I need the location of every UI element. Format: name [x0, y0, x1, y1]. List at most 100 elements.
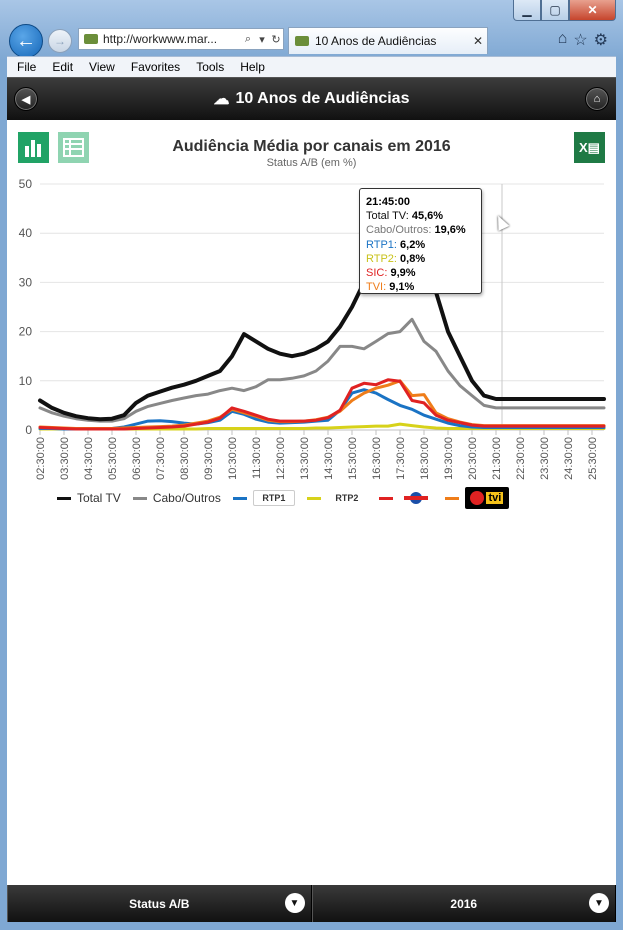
app-header: ◀ ☁ 10 Anos de Audiências ⌂ [7, 77, 616, 120]
x-tick-label: 13:30:00 [299, 437, 311, 480]
x-tick-label: 09:30:00 [203, 437, 215, 480]
export-excel-button[interactable]: X▤ [574, 132, 605, 163]
legend-sic[interactable] [378, 491, 433, 505]
legend-swatch-total [57, 496, 71, 500]
tooltip-sic-label: SIC: [366, 267, 388, 280]
address-url[interactable]: http://workwww.mar... [103, 32, 218, 46]
tooltip-time: 21:45:00 [366, 196, 411, 208]
legend-cabo[interactable]: Cabo/Outros [132, 491, 221, 505]
tooltip-rtp2-value: 0,8% [400, 252, 426, 265]
rtp2-logo: RTP2 [335, 493, 359, 503]
y-tick-label: 50 [19, 177, 33, 191]
x-tick-label: 10:30:00 [227, 437, 239, 480]
y-tick-label: 20 [19, 325, 33, 339]
app-title: 10 Anos de Audiências [235, 90, 410, 107]
legend-swatch-rtp2 [306, 496, 321, 500]
x-tick-label: 19:30:00 [443, 437, 455, 480]
legend-rtp1[interactable]: RTP1 [232, 490, 295, 506]
legend-cabo-label: Cabo/Outros [152, 491, 221, 505]
tooltip-tvi-label: TVI: [366, 281, 387, 294]
x-tick-label: 02:30:00 [35, 437, 47, 480]
bar-chart-icon [25, 140, 41, 157]
dropdown-arrow-icon[interactable]: ▾ [259, 33, 265, 46]
tooltip-total-label: Total TV: [366, 210, 409, 223]
browser-tab[interactable]: 10 Anos de Audiências ✕ [288, 27, 488, 54]
x-tick-label: 12:30:00 [275, 437, 287, 480]
window-controls: ▁ ▢ ✕ [513, 0, 616, 21]
rtp1-logo: RTP1 [252, 490, 295, 506]
chart-legend: Total TV Cabo/Outros RTP1 RTP2 [57, 487, 521, 509]
home-icon[interactable]: ⌂ [557, 30, 568, 47]
chevron-down-icon: ▼ [284, 893, 305, 913]
y-tick-label: 10 [19, 374, 33, 388]
forward-button[interactable]: → [48, 29, 72, 53]
x-tick-label: 16:30:00 [371, 437, 383, 480]
forward-arrow-icon: → [54, 34, 66, 48]
x-tick-label: 23:30:00 [539, 437, 551, 480]
tooltip-sic-value: 9,9% [390, 267, 416, 280]
tree-logo-icon: ☁ [213, 91, 230, 108]
back-arrow-icon: ← [16, 29, 36, 52]
x-tick-label: 21:30:00 [491, 437, 503, 480]
refresh-icon[interactable]: ↻ [271, 33, 281, 46]
site-favicon-icon [84, 34, 98, 44]
chevron-down-icon: ▼ [589, 893, 609, 913]
menu-bar: File Edit View Favorites Tools Help [7, 56, 616, 77]
menu-tools[interactable]: Tools [196, 60, 225, 74]
x-tick-label: 08:30:00 [179, 437, 191, 480]
x-tick-label: 15:30:00 [347, 437, 359, 480]
x-tick-label: 22:30:00 [515, 437, 527, 480]
x-tick-label: 07:30:00 [155, 437, 167, 480]
menu-edit[interactable]: Edit [52, 60, 74, 74]
close-window-button[interactable]: ✕ [569, 0, 616, 21]
x-tick-label: 24:30:00 [563, 437, 575, 480]
address-bar[interactable]: http://workwww.mar... ⌕ ▾ ↻ [78, 28, 284, 50]
favorites-star-icon[interactable]: ☆ [573, 32, 588, 49]
series-line-sic [38, 378, 606, 431]
legend-total-label: Total TV [77, 491, 121, 505]
tooltip-rtp1-label: RTP1: [366, 238, 397, 251]
x-tick-label: 04:30:00 [83, 437, 95, 480]
close-tab-icon[interactable]: ✕ [472, 34, 484, 48]
x-tick-label: 05:30:00 [107, 437, 119, 480]
legend-tvi[interactable]: tvi [444, 487, 509, 509]
app-back-button[interactable]: ◀ [14, 87, 38, 111]
chart-title: Audiência Média por canais em 2016 [172, 138, 451, 155]
search-icon[interactable]: ⌕ [244, 32, 252, 45]
legend-swatch-tvi [444, 496, 459, 500]
y-tick-label: 0 [25, 423, 32, 437]
tooltip-cabo-value: 19,6% [434, 224, 466, 237]
year-select[interactable]: 2016 ▼ [311, 885, 616, 922]
x-tick-label: 17:30:00 [395, 437, 407, 480]
minimize-button[interactable]: ▁ [513, 0, 541, 21]
maximize-button[interactable]: ▢ [541, 0, 569, 21]
x-tick-label: 11:30:00 [251, 437, 263, 479]
settings-gear-icon[interactable]: ⚙ [593, 32, 608, 49]
tooltip-tvi-value: 9,1% [389, 281, 415, 294]
tooltip-rtp1-value: 6,2% [400, 238, 426, 251]
legend-swatch-rtp1 [232, 496, 247, 500]
menu-file[interactable]: File [17, 60, 37, 74]
footer-bar: Status A/B ▼ 2016 ▼ [7, 885, 616, 922]
excel-icon: X▤ [579, 139, 600, 155]
x-tick-label: 20:30:00 [467, 437, 479, 480]
table-view-button[interactable] [58, 132, 89, 163]
menu-favorites[interactable]: Favorites [130, 60, 181, 74]
tooltip-total-value: 45,6% [411, 210, 444, 223]
legend-rtp2[interactable]: RTP2 [306, 491, 367, 505]
sic-logo-icon [399, 491, 433, 505]
chart-subtitle: Status A/B (em %) [266, 157, 357, 169]
status-select[interactable]: Status A/B ▼ [7, 885, 312, 922]
menu-view[interactable]: View [89, 60, 115, 74]
chevron-left-icon: ◀ [21, 93, 31, 106]
legend-swatch-cabo [132, 496, 147, 500]
app-home-button[interactable]: ⌂ [585, 87, 609, 111]
line-chart[interactable]: 0 10 20 30 40 50 02:30:00 03:30:00 04:30:00 05:30… [7, 177, 616, 487]
legend-total-tv[interactable]: Total TV [57, 491, 121, 505]
menu-help[interactable]: Help [240, 60, 265, 74]
back-button[interactable]: ← [9, 24, 43, 58]
x-tick-label: 25:30:00 [587, 437, 599, 480]
browser-toolbar-icons: ⌂ ☆ ⚙ [558, 30, 608, 50]
chart-view-button[interactable] [18, 132, 49, 163]
